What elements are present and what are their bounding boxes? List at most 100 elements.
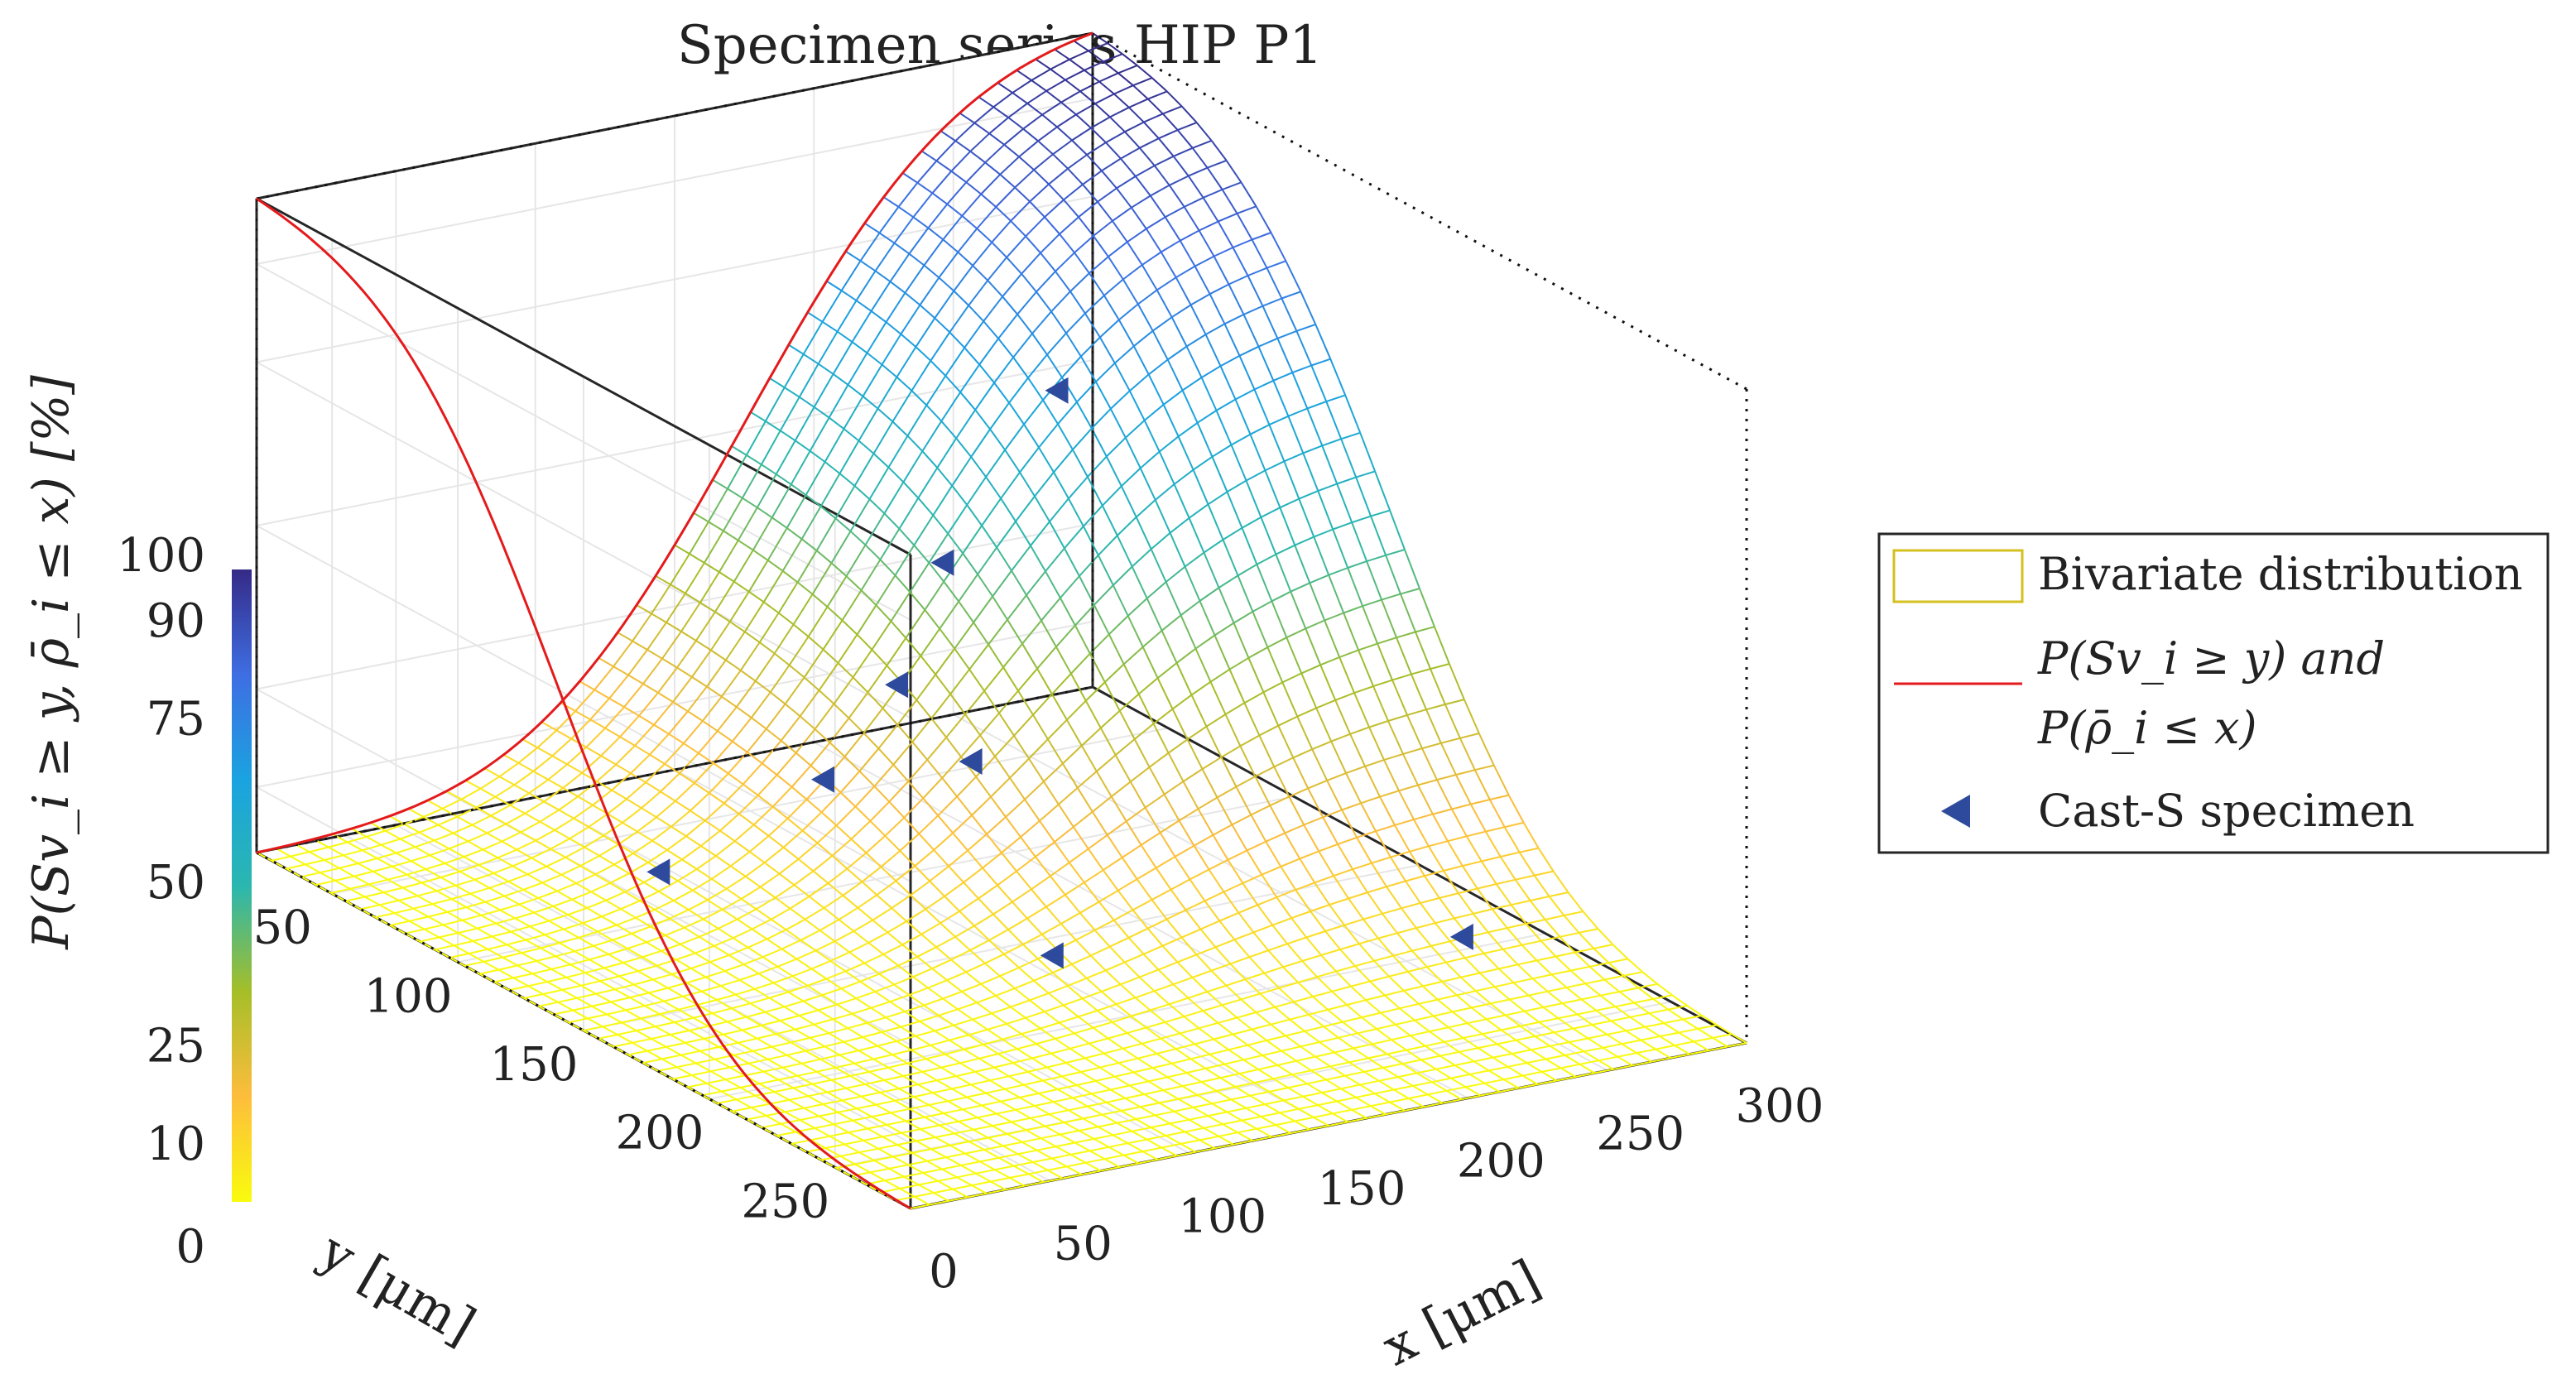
mesh-line-x-39-seg-3563	[1189, 304, 1207, 335]
mesh-line-y-35-seg-3447	[959, 363, 981, 393]
mesh-line-x-23-seg-815	[1242, 1059, 1259, 1070]
mesh-line-y-11-seg-1991	[1411, 944, 1432, 952]
mesh-line-y-18-seg-1182	[927, 979, 948, 989]
mesh-line-x-44-seg-3263	[1434, 626, 1450, 665]
mesh-line-x-2-seg-465	[680, 1054, 697, 1064]
mesh-line-x-33-seg-3316	[1076, 401, 1093, 430]
mesh-line-y-4-seg-1954	[1668, 1005, 1688, 1011]
mesh-line-x-38-seg-1509	[1572, 1027, 1588, 1040]
mesh-line-x-6-seg-1013	[667, 987, 684, 997]
mesh-line-x-40-seg-3912	[1045, 90, 1062, 103]
mesh-line-x-5-seg-591	[738, 1041, 753, 1052]
mesh-line-x-18-seg-2354	[805, 799, 823, 814]
mesh-line-y-34-seg-2130	[575, 873, 596, 885]
mesh-line-y-22-seg-1367	[829, 951, 850, 962]
mesh-line-y-21-seg-2510	[1168, 738, 1189, 754]
mesh-line-x-2-seg-1451	[457, 932, 473, 942]
mesh-line-y-6-seg-219	[973, 1125, 993, 1131]
mesh-line-y-39-seg-2356	[445, 856, 464, 864]
mesh-line-y-20-seg-860	[746, 1011, 766, 1018]
mesh-line-x-34-seg-3189	[1139, 468, 1156, 501]
mesh-line-y-32-seg-2246	[681, 845, 702, 861]
mesh-line-y-2-seg-90	[1013, 1161, 1033, 1167]
mesh-line-y-29-seg-3049	[1030, 521, 1050, 546]
mesh-line-y-19-seg-650	[704, 1033, 723, 1040]
mesh-line-y-35-seg-2367	[598, 843, 619, 857]
mesh-line-x-1-seg-1303	[453, 944, 469, 954]
mesh-line-y-34-seg-3590	[1069, 272, 1090, 292]
mesh-line-y-10-seg-2414	[1560, 931, 1579, 938]
mesh-line-y-18-seg-509	[680, 1050, 700, 1056]
mesh-line-y-25-seg-864	[557, 997, 578, 1003]
mesh-line-x-10-seg-2640	[505, 823, 521, 834]
mesh-line-y-40-seg-3067	[619, 715, 640, 738]
mesh-line-x-35-seg-3829	[950, 170, 967, 184]
mesh-line-y-36-seg-2016	[470, 886, 490, 895]
mesh-line-y-24-seg-2341	[1009, 757, 1030, 779]
mesh-line-y-43-seg-3835	[897, 182, 919, 208]
mesh-line-x-8-seg-373	[898, 1088, 915, 1098]
mesh-line-y-17-seg-2231	[1246, 840, 1266, 852]
mesh-line-x-5-seg-396	[796, 1074, 813, 1085]
mesh-line-x-30-seg-3400	[959, 392, 976, 411]
mesh-line-y-4-seg-1378	[1516, 1035, 1536, 1041]
mesh-line-y-23-seg-2919	[1214, 622, 1235, 637]
mesh-line-x-10-seg-964	[802, 1000, 819, 1011]
mesh-line-x-41-seg-1727	[1629, 1016, 1646, 1028]
mesh-line-y-34-seg-1690	[462, 914, 482, 921]
mesh-line-y-9-seg-2253	[1555, 951, 1575, 958]
mesh-line-y-42-seg-2401	[343, 849, 363, 857]
mesh-line-x-44-seg-1679	[1731, 1033, 1747, 1044]
mesh-line-x-26-seg-2050	[1106, 834, 1123, 858]
mesh-line-x-42-seg-3494	[1306, 408, 1324, 446]
mesh-line-y-23-seg-1519	[834, 930, 854, 943]
mesh-line-x-3-seg-49	[907, 1164, 924, 1174]
mesh-line-x-8-seg-2588	[453, 832, 469, 843]
mesh-line-y-18-seg-1734	[1079, 901, 1100, 914]
mesh-line-x-44-seg-2476	[1597, 928, 1614, 945]
mesh-line-x-29-seg-1648	[1267, 949, 1284, 968]
mesh-line-x-22-seg-1328	[1105, 969, 1122, 986]
mesh-line-y-15-seg-1686	[1181, 928, 1201, 939]
mesh-line-x-24-seg-3349	[786, 527, 803, 541]
mesh-line-y-14-seg-2111	[1329, 897, 1349, 906]
mesh-line-y-1-seg-167	[1123, 1151, 1143, 1156]
mesh-line-y-28-seg-2330	[854, 786, 876, 808]
mesh-line-x-35-seg-1821	[1426, 966, 1443, 983]
mesh-line-x-43-seg-3950	[1088, 50, 1104, 63]
mesh-line-x-16-seg-1030	[976, 1002, 992, 1015]
mesh-line-y-18-seg-785	[795, 1023, 815, 1031]
mesh-line-y-43-seg-2417	[309, 846, 329, 853]
mesh-line-x-25-seg-1799	[1117, 890, 1134, 911]
mesh-line-x-25-seg-791	[1310, 1069, 1327, 1081]
mesh-line-y-6-seg-1913	[1581, 994, 1601, 1001]
mesh-line-y-0-seg-955	[1537, 1079, 1557, 1085]
mesh-line-x-34-seg-2456	[1288, 796, 1305, 825]
mesh-line-x-43-seg-1962	[1652, 998, 1669, 1011]
mesh-line-y-9-seg-2326	[1574, 947, 1594, 954]
mesh-line-x-17-seg-586	[1114, 1075, 1131, 1087]
mesh-line-x-16-seg-3136	[589, 718, 606, 729]
mesh-line-y-17-seg-1864	[1151, 888, 1171, 901]
mesh-line-x-38-seg-3725	[1097, 201, 1113, 222]
mesh-line-x-43-seg-3844	[1191, 147, 1209, 169]
mesh-line-y-16-seg-2949	[1489, 794, 1509, 800]
mesh-line-x-31-seg-917	[1469, 1074, 1486, 1084]
mesh-line-y-3-seg-62	[941, 1164, 962, 1170]
mesh-line-x-17-seg-1925	[846, 867, 863, 883]
mesh-line-y-4-seg-263	[1079, 1126, 1098, 1132]
mesh-line-x-3-seg-35	[922, 1172, 939, 1182]
mesh-line-x-10-seg-447	[936, 1079, 953, 1090]
mesh-line-x-10-seg-126	[1070, 1154, 1087, 1164]
mesh-line-y-29-seg-1334	[555, 950, 575, 958]
mesh-line-x-13-seg-1809	[741, 898, 757, 911]
mesh-line-x-27-seg-965	[1334, 1051, 1350, 1064]
mesh-line-y-7-seg-625	[1148, 1076, 1168, 1083]
mesh-line-y-30-seg-1922	[673, 889, 694, 901]
mesh-line-y-21-seg-768	[674, 1016, 694, 1023]
mesh-line-y-18-seg-2855	[1383, 752, 1404, 762]
mesh-line-x-18-seg-302	[1237, 1132, 1253, 1142]
specimen-marker-4	[930, 549, 954, 576]
mesh-line-x-40-seg-2921	[1387, 720, 1404, 755]
mesh-line-y-0-seg-239	[1214, 1143, 1234, 1150]
